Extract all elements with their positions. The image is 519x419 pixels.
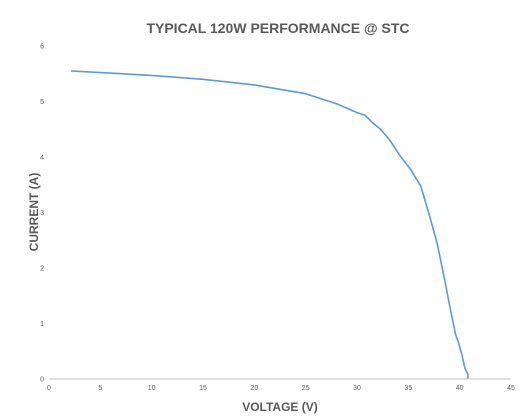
x-tick-labels: 0 5 10 15 20 25 30 35 40 45 xyxy=(47,385,515,392)
data-point xyxy=(436,242,438,244)
data-point xyxy=(356,112,358,114)
y-axis-label: CURRENT (A) xyxy=(27,173,41,252)
y-tick-label: 3 xyxy=(40,210,44,217)
x-tick-label: 10 xyxy=(148,385,156,392)
data-point xyxy=(99,72,101,74)
data-point xyxy=(458,342,460,344)
data-point xyxy=(305,93,307,95)
data-point xyxy=(380,128,382,130)
data-point xyxy=(335,103,338,105)
x-tick-label: 5 xyxy=(98,385,102,392)
y-tick-label: 1 xyxy=(40,321,44,328)
data-point xyxy=(467,373,469,376)
data-point xyxy=(443,277,445,279)
y-tick-label: 0 xyxy=(40,377,44,384)
data-point xyxy=(409,168,411,170)
x-tick-label: 45 xyxy=(507,385,515,392)
y-tick-label: 6 xyxy=(40,44,44,51)
data-point xyxy=(420,185,422,187)
data-point xyxy=(364,114,366,116)
data-point xyxy=(389,139,391,141)
iv-curve-line xyxy=(70,70,469,379)
chart-title: TYPICAL 120W PERFORMANCE @ STC xyxy=(146,20,409,36)
x-tick-label: 35 xyxy=(404,385,412,392)
data-point xyxy=(461,353,463,355)
x-tick-label: 20 xyxy=(250,385,258,392)
data-point xyxy=(428,213,430,215)
y-tick-labels: 0 1 2 3 4 5 6 xyxy=(40,44,44,384)
x-axis-label: VOLTAGE (V) xyxy=(242,400,318,414)
x-tick-label: 25 xyxy=(302,385,310,392)
x-tick-label: 15 xyxy=(199,385,207,392)
y-tick-label: 5 xyxy=(40,99,44,106)
data-point xyxy=(371,121,373,124)
data-point xyxy=(454,334,457,336)
data-point xyxy=(202,78,204,80)
data-point xyxy=(151,74,153,77)
x-tick-label: 0 xyxy=(47,385,51,392)
data-points xyxy=(70,70,469,379)
y-tick-label: 2 xyxy=(40,266,44,273)
y-tick-label: 4 xyxy=(40,155,44,162)
data-point xyxy=(253,84,255,86)
x-tick-label: 40 xyxy=(456,385,464,392)
data-point xyxy=(70,70,73,72)
data-point xyxy=(467,377,469,379)
data-point xyxy=(449,309,452,311)
data-point xyxy=(399,155,401,157)
x-tick-label: 30 xyxy=(353,385,361,392)
data-point xyxy=(464,367,466,369)
